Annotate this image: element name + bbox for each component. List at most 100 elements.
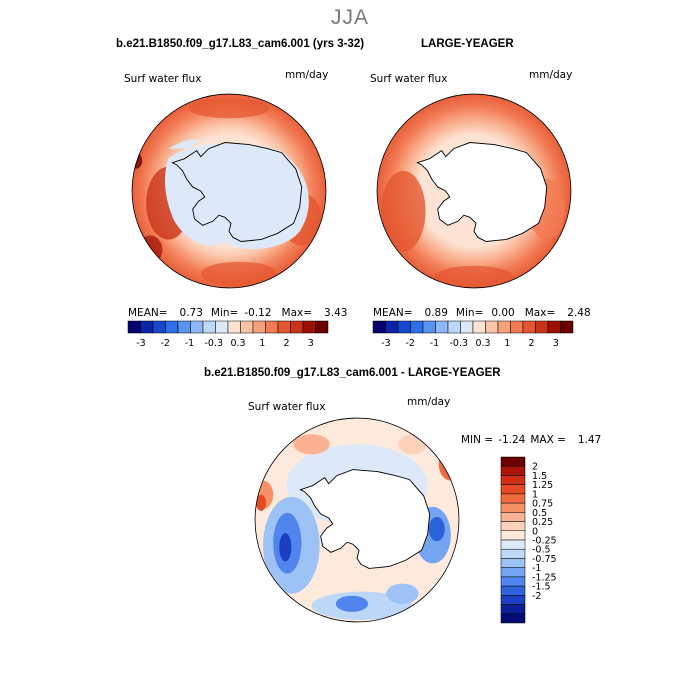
colorbar-1-swatch bbox=[202, 320, 216, 334]
colorbar-2-swatch bbox=[422, 320, 436, 334]
colorbar-diff-swatch bbox=[500, 613, 526, 624]
colorbar-2-swatch bbox=[447, 320, 461, 334]
colorbar-2-tick-label: -2 bbox=[406, 338, 415, 349]
colorbar-diff-swatch bbox=[500, 465, 526, 476]
colorbar-panel-2: -3 -2 -1 -0.3 0.3 1 2 3 bbox=[372, 320, 574, 349]
colorbar-diff: 21.51.2510.750.50.250-0.25-0.5-0.75-1-1.… bbox=[500, 456, 557, 624]
colorbar-2-swatch bbox=[485, 320, 499, 334]
colorbar-diff-swatch bbox=[500, 512, 526, 522]
colorbar-1-swatch bbox=[190, 320, 204, 334]
colorbar-diff-tick-label: -0.75 bbox=[532, 554, 557, 565]
colorbar-1-swatch bbox=[265, 320, 279, 334]
colorbar-1-swatch bbox=[177, 320, 191, 334]
colorbar-diff-swatch bbox=[500, 475, 526, 485]
map-panel-1 bbox=[131, 93, 327, 289]
colorbar-diff-swatch bbox=[500, 558, 526, 568]
colorbar-diff-tick-label: -1.25 bbox=[532, 572, 557, 583]
colorbar-1-swatch bbox=[302, 320, 316, 334]
colorbar-1-swatch bbox=[152, 320, 166, 334]
colorbar-1-swatch bbox=[140, 320, 154, 334]
colorbar-1-tick-label: 2 bbox=[283, 338, 289, 349]
colorbar-diff-tick-label: 1.25 bbox=[532, 480, 553, 491]
colorbar-diff-swatch bbox=[500, 521, 526, 532]
colorbar-2-swatch bbox=[372, 320, 386, 334]
panel-2-stats: MEAN= 0.89 Min= 0.00 Max= 2.48 bbox=[373, 307, 591, 319]
colorbar-1-swatch bbox=[215, 320, 229, 334]
panel-1-title: b.e21.B1850.f09_g17.L83_cam6.001 (yrs 3-… bbox=[116, 38, 365, 50]
colorbar-diff-swatch bbox=[500, 502, 526, 513]
colorbar-2-tick-label: -0.3 bbox=[449, 338, 468, 349]
colorbar-1-tick-label: 1 bbox=[259, 338, 265, 349]
colorbar-diff-tick-label: -0.25 bbox=[532, 536, 557, 547]
colorbar-diff-swatch bbox=[500, 595, 526, 605]
colorbar-diff-tick-label: -0.5 bbox=[532, 545, 551, 556]
colorbar-diff-tick-label: 1 bbox=[532, 489, 538, 500]
colorbar-diff-tick-label: -1.5 bbox=[532, 582, 551, 593]
map-panel-diff bbox=[254, 417, 460, 623]
colorbar-2-swatch bbox=[547, 320, 561, 334]
colorbar-2-tick-label: -3 bbox=[381, 338, 390, 349]
colorbar-2-tick-label: 3 bbox=[553, 338, 559, 349]
colorbar-diff-swatch bbox=[500, 548, 526, 559]
panel-1-stats: MEAN= 0.73 Min= -0.12 Max= 3.43 bbox=[128, 307, 348, 319]
diff-panel-units: mm/day bbox=[407, 396, 451, 408]
diff-panel-variable: Surf water flux bbox=[248, 401, 326, 413]
colorbar-diff-swatch bbox=[500, 539, 526, 550]
panel-2-units: mm/day bbox=[529, 69, 573, 81]
panel-1-variable: Surf water flux bbox=[124, 73, 202, 85]
colorbar-1-swatch bbox=[252, 320, 266, 334]
colorbar-1-tick-label: -0.3 bbox=[204, 338, 223, 349]
panel-1-units: mm/day bbox=[285, 69, 329, 81]
colorbar-diff-swatch bbox=[500, 585, 526, 596]
colorbar-2-swatch bbox=[385, 320, 399, 334]
diff-panel-title: b.e21.B1850.f09_g17.L83_cam6.001 - LARGE… bbox=[204, 367, 501, 379]
colorbar-diff-tick-label: 0.75 bbox=[532, 499, 553, 510]
colorbar-1-swatch bbox=[315, 320, 329, 334]
panel-2-variable: Surf water flux bbox=[370, 73, 448, 85]
colorbar-1-swatch bbox=[127, 320, 141, 334]
colorbar-diff-swatch bbox=[500, 567, 526, 578]
colorbar-diff-swatch bbox=[500, 456, 526, 467]
colorbar-1-tick-label: 0.3 bbox=[230, 338, 245, 349]
colorbar-diff-swatch bbox=[500, 576, 526, 587]
colorbar-diff-swatch bbox=[500, 493, 526, 504]
colorbar-2-tick-label: -1 bbox=[430, 338, 439, 349]
colorbar-diff-tick-label: 0 bbox=[532, 526, 538, 537]
colorbar-1-swatch bbox=[165, 320, 179, 334]
colorbar-diff-tick-label: -1 bbox=[532, 563, 541, 574]
colorbar-1-tick-label: -2 bbox=[161, 338, 170, 349]
colorbar-2-tick-label: 0.3 bbox=[475, 338, 490, 349]
colorbar-panel-1: -3 -2 -1 -0.3 0.3 1 2 3 bbox=[127, 320, 329, 349]
panel-2-title: LARGE-YEAGER bbox=[421, 38, 514, 50]
colorbar-diff-swatch bbox=[500, 484, 526, 495]
colorbar-1-swatch bbox=[227, 320, 241, 334]
season-title: JJA bbox=[330, 6, 369, 29]
colorbar-2-swatch bbox=[472, 320, 486, 334]
colorbar-diff-tick-label: 2 bbox=[532, 462, 538, 473]
colorbar-2-swatch bbox=[510, 320, 524, 334]
colorbar-2-swatch bbox=[435, 320, 449, 334]
colorbar-1-swatch bbox=[240, 320, 254, 334]
colorbar-2-swatch bbox=[397, 320, 411, 334]
colorbar-diff-tick-label: 0.5 bbox=[532, 508, 547, 519]
colorbar-diff-swatch bbox=[500, 530, 526, 541]
colorbar-2-swatch bbox=[535, 320, 549, 334]
map-panel-2 bbox=[376, 93, 572, 289]
colorbar-1-tick-label: 3 bbox=[308, 338, 314, 349]
colorbar-diff-tick-label: -2 bbox=[532, 591, 541, 602]
colorbar-2-swatch bbox=[497, 320, 511, 334]
colorbar-2-swatch bbox=[522, 320, 536, 334]
colorbar-2-tick-label: 1 bbox=[504, 338, 510, 349]
diff-panel-stats: MIN = -1.24 MAX = 1.47 bbox=[461, 434, 602, 446]
colorbar-2-swatch bbox=[410, 320, 424, 334]
colorbar-1-swatch bbox=[277, 320, 291, 334]
colorbar-diff-tick-label: 0.25 bbox=[532, 517, 553, 528]
colorbar-diff-swatch bbox=[500, 604, 526, 615]
colorbar-2-tick-label: 2 bbox=[528, 338, 534, 349]
colorbar-2-swatch bbox=[460, 320, 474, 334]
colorbar-1-tick-label: -1 bbox=[185, 338, 194, 349]
colorbar-1-swatch bbox=[290, 320, 304, 334]
colorbar-1-tick-label: -3 bbox=[136, 338, 145, 349]
colorbar-2-swatch bbox=[560, 320, 574, 334]
colorbar-diff-tick-label: 1.5 bbox=[532, 471, 547, 482]
